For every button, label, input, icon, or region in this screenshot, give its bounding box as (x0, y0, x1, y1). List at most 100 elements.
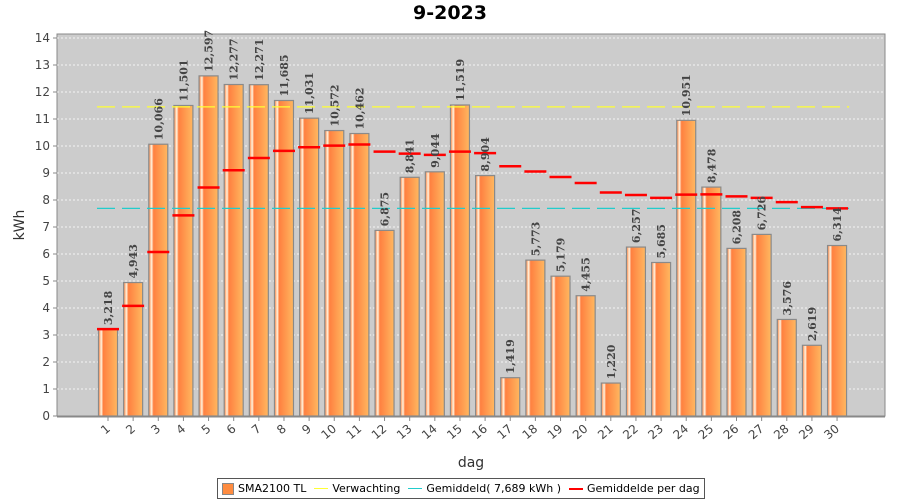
x-tick-label: 27 (746, 422, 767, 443)
data-label: 3,576 (781, 281, 794, 316)
bar (424, 171, 445, 417)
data-label: 12,271 (253, 39, 266, 81)
legend-swatch-line (569, 487, 584, 490)
x-tick-label: 13 (394, 422, 415, 443)
legend-item: SMA2100 TL (222, 482, 306, 495)
x-tick-label: 1 (98, 422, 113, 438)
bar (801, 344, 823, 417)
legend-label: Gemiddelde per dag (587, 482, 700, 495)
bar (676, 119, 697, 417)
data-label: 6,726 (756, 196, 769, 231)
x-tick-label: 11 (344, 422, 365, 443)
bar (776, 318, 797, 417)
bar (299, 117, 320, 417)
data-label: 10,572 (328, 84, 341, 126)
bar (751, 233, 772, 417)
data-label: 6,208 (731, 210, 744, 245)
legend-swatch-line (314, 488, 329, 489)
bar (600, 382, 621, 417)
x-tick-label: 16 (469, 422, 490, 443)
bar (399, 176, 420, 417)
bar (625, 246, 647, 417)
y-tick-label: 5 (42, 274, 50, 288)
bar (273, 99, 295, 417)
data-label: 1,220 (605, 344, 618, 379)
bar (223, 83, 244, 417)
data-label: 12,597 (203, 30, 216, 72)
data-label: 4,943 (127, 244, 140, 278)
x-tick-label: 29 (796, 422, 817, 443)
data-label: 4,455 (580, 257, 593, 291)
data-label: 8,904 (479, 137, 492, 172)
x-tick-label: 14 (419, 422, 440, 443)
data-label: 5,685 (655, 224, 668, 258)
x-tick-label: 28 (771, 422, 792, 443)
x-tick-label: 15 (444, 422, 465, 443)
bar (650, 261, 672, 417)
legend-swatch-bar (222, 482, 234, 495)
y-tick-label: 1 (42, 382, 50, 396)
y-tick-label: 10 (35, 139, 50, 153)
y-tick-label: 12 (35, 85, 50, 99)
y-tick-label: 11 (35, 112, 50, 126)
y-tick-label: 7 (42, 220, 50, 234)
bar (525, 259, 546, 417)
bar (374, 229, 395, 417)
data-label: 11,501 (177, 59, 190, 101)
x-tick-label: 26 (721, 422, 742, 443)
bar (198, 75, 219, 417)
y-tick-label: 4 (42, 301, 50, 315)
chart-title: 9-2023 (413, 2, 487, 24)
legend: SMA2100 TL Verwachting Gemiddeld( 7,689 kW… (217, 478, 705, 499)
bar (575, 295, 596, 417)
data-label: 5,179 (555, 238, 568, 272)
data-label: 11,519 (454, 59, 467, 101)
y-tick-label: 2 (42, 355, 50, 369)
data-label: 11,685 (278, 54, 291, 96)
plot-area (56, 33, 886, 417)
data-label: 10,462 (353, 87, 366, 129)
y-tick-label: 9 (42, 166, 50, 180)
x-tick-label: 3 (148, 422, 163, 438)
x-tick-label: 21 (595, 422, 616, 443)
data-label: 8,478 (705, 148, 718, 183)
x-tick-label: 4 (173, 422, 188, 438)
y-tick-label: 8 (42, 193, 50, 207)
x-tick-label: 24 (670, 422, 691, 443)
x-tick-label: 23 (645, 422, 666, 443)
y-tick-label: 14 (35, 31, 50, 45)
x-tick-label: 7 (249, 422, 264, 438)
x-tick-label: 12 (369, 422, 390, 443)
bar (97, 328, 119, 417)
bar (449, 104, 471, 417)
data-label: 11,031 (303, 72, 316, 114)
data-label: 8,841 (404, 139, 417, 173)
bar (500, 377, 521, 417)
y-tick-label: 6 (42, 247, 50, 261)
bar (123, 281, 144, 417)
bar (148, 143, 169, 417)
x-tick-label: 6 (224, 422, 239, 438)
legend-swatch-line (408, 488, 423, 489)
legend-item: Gemiddeld( 7,689 kWh ) (408, 482, 561, 495)
data-label: 2,619 (806, 307, 819, 341)
data-label: 9,044 (429, 133, 442, 168)
x-tick-label: 25 (696, 422, 717, 443)
y-tick-label: 0 (42, 409, 50, 423)
x-tick-label: 8 (274, 422, 289, 438)
data-label: 10,066 (152, 98, 165, 140)
x-tick-label: 10 (318, 422, 339, 443)
bar (701, 186, 722, 417)
data-label: 3,218 (102, 290, 115, 325)
bar (475, 174, 496, 417)
legend-label: Verwachting (332, 482, 401, 495)
data-label: 5,773 (529, 222, 542, 256)
x-tick-label: 18 (520, 422, 541, 443)
x-axis-label: dag (458, 455, 484, 471)
y-tick-label: 13 (35, 58, 50, 72)
legend-item: Verwachting (314, 482, 400, 495)
x-tick-label: 19 (545, 422, 566, 443)
bar (550, 275, 571, 417)
data-label: 1,419 (504, 339, 517, 373)
